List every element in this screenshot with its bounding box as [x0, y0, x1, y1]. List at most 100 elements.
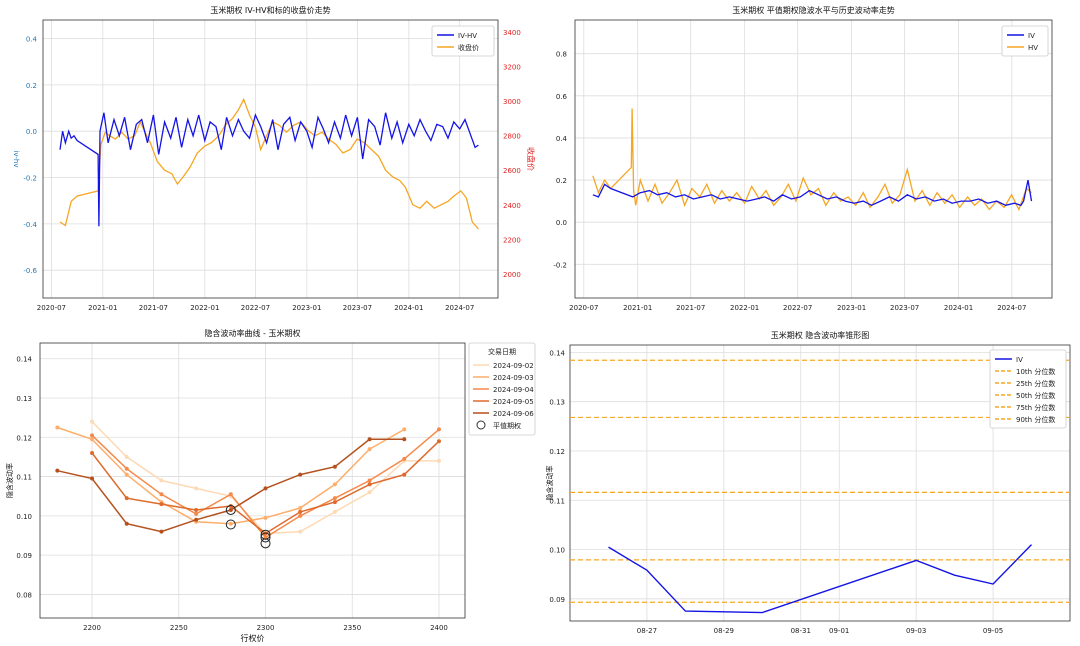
- y-left-tick-label: -0.6: [23, 267, 37, 275]
- x-tick-label: 2023-07: [343, 304, 372, 312]
- data-point: [332, 500, 337, 505]
- data-point: [367, 437, 372, 442]
- legend-label: 10th 分位数: [1016, 367, 1055, 376]
- y-tick-label: 0.14: [549, 349, 565, 357]
- data-point: [402, 472, 407, 477]
- series-line-iv: [592, 179, 1033, 207]
- data-point: [228, 507, 233, 512]
- data-point: [55, 425, 60, 430]
- data-point: [194, 517, 199, 522]
- legend-label: 2024-09-03: [493, 374, 534, 382]
- legend-label: IV: [1028, 32, 1035, 40]
- data-point: [159, 529, 164, 534]
- x-tick-label: 2024-01: [944, 304, 973, 312]
- plot-frame: [574, 19, 1053, 299]
- legend-label: 25th 分位数: [1016, 379, 1055, 388]
- legend-label: HV: [1028, 44, 1038, 52]
- atm-marker: [260, 532, 271, 543]
- data-point: [332, 509, 337, 514]
- iv-smile-chart: 2200 2250 2300 2350 2400 0.08 0.09 0.10 0.11 0.12…: [5, 328, 536, 643]
- legend-box: [1001, 25, 1049, 57]
- y-tick-label: 0.14: [16, 356, 32, 364]
- legend-label: 2024-09-06: [493, 410, 534, 418]
- data-point: [332, 482, 337, 487]
- x-tick-label: 08-27: [637, 627, 657, 635]
- legend-box: [468, 342, 536, 436]
- y-left-tick-label: 0.4: [26, 36, 38, 44]
- legend-label: 2024-09-04: [493, 386, 534, 394]
- x-tick-label: 2023-01: [292, 304, 321, 312]
- y-axis-label: 隐含波动率: [545, 466, 554, 501]
- series-line-iv-hv: [59, 112, 479, 227]
- x-tick-label: 08-29: [714, 627, 734, 635]
- chart-title: 隐含波动率曲线 - 玉米期权: [205, 328, 301, 338]
- y-tick-label: 0.13: [549, 399, 565, 407]
- data-point: [298, 513, 303, 518]
- x-tick-label: 2024-01: [394, 304, 423, 312]
- x-tick-label: 2023-01: [837, 304, 866, 312]
- data-point: [90, 476, 95, 481]
- data-point: [90, 419, 95, 424]
- y-tick-label: 0.11: [549, 497, 565, 505]
- y-tick-label: 0.09: [549, 596, 565, 604]
- y-tick-label: 0.2: [556, 177, 567, 185]
- x-tick-label: 2020-07: [37, 304, 66, 312]
- data-point: [228, 492, 233, 497]
- x-tick-label: 2023-07: [890, 304, 919, 312]
- plot-frame: [569, 344, 1071, 622]
- data-point: [263, 531, 268, 536]
- legend-label: 收盘价: [458, 43, 479, 52]
- plot-frame: [39, 342, 466, 619]
- x-tick-label: 2022-07: [241, 304, 270, 312]
- x-axis-label: 行权价: [241, 633, 265, 643]
- data-point: [194, 507, 199, 512]
- legend-marker: [476, 420, 486, 430]
- data-point: [332, 464, 337, 469]
- data-point: [436, 427, 441, 432]
- data-point: [436, 439, 441, 444]
- y-right-tick-label: 3000: [503, 98, 521, 106]
- y-tick-label: 0.10: [16, 513, 32, 521]
- legend-label: 50th 分位数: [1016, 391, 1055, 400]
- data-point: [90, 437, 95, 442]
- legend-label: IV-HV: [458, 32, 477, 40]
- data-point: [436, 458, 441, 463]
- legend-box: [989, 349, 1067, 429]
- y-right-tick-label: 2600: [503, 167, 521, 175]
- y-right-tick-label: 2400: [503, 202, 521, 210]
- x-tick-label: 09-05: [983, 627, 1003, 635]
- y-tick-label: 0.0: [556, 219, 567, 227]
- data-point: [367, 478, 372, 483]
- x-tick-label: 2021-01: [88, 304, 117, 312]
- chart-title: 玉米期权 IV-HV和标的收盘价走势: [210, 5, 330, 15]
- x-tick-label: 08-31: [791, 627, 811, 635]
- data-point: [402, 456, 407, 461]
- series-line-hv: [592, 108, 1032, 212]
- data-point: [124, 472, 129, 477]
- y-tick-label: 0.13: [16, 395, 32, 403]
- legend-box: [431, 25, 495, 57]
- x-tick-label: 2022-01: [190, 304, 219, 312]
- series-line-iv: [608, 544, 1033, 614]
- data-point: [194, 486, 199, 491]
- y-tick-label: 0.6: [556, 93, 568, 101]
- data-point: [159, 492, 164, 497]
- x-tick-label: 2024-07: [997, 304, 1026, 312]
- data-point: [124, 454, 129, 459]
- legend-label: IV: [1016, 356, 1023, 364]
- data-point: [367, 482, 372, 487]
- data-point: [402, 437, 407, 442]
- y-tick-label: 0.8: [556, 51, 567, 59]
- x-tick-label: 09-01: [829, 627, 849, 635]
- series-line-close: [59, 97, 479, 230]
- atm-marker: [225, 519, 236, 530]
- x-tick-label: 2021-07: [676, 304, 705, 312]
- y-left-tick-label: 0.2: [26, 82, 37, 90]
- y-tick-label: 0.11: [16, 474, 32, 482]
- data-point: [263, 486, 268, 491]
- data-point: [298, 506, 303, 510]
- y-left-tick-label: -0.2: [23, 175, 37, 183]
- data-point: [228, 504, 233, 509]
- legend-label: 平值期权: [493, 421, 521, 430]
